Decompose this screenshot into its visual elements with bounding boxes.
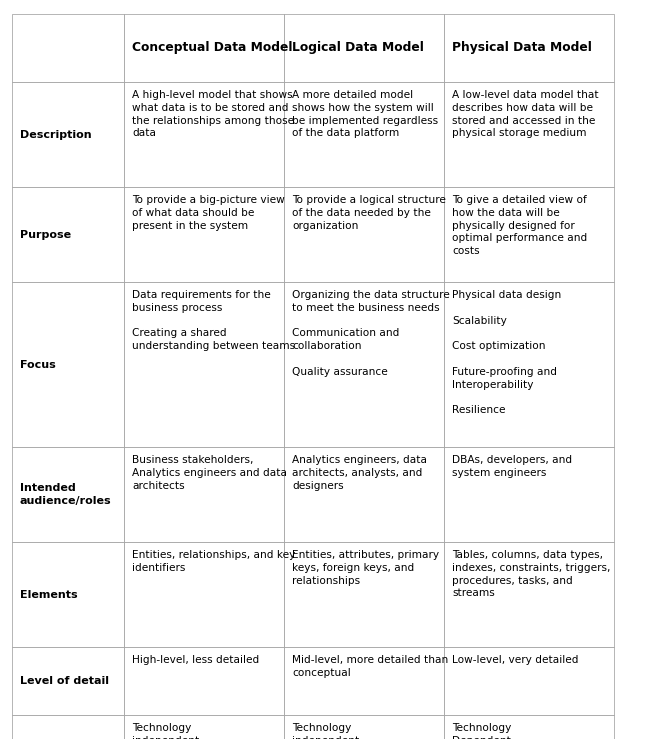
Bar	[124, 82, 284, 187]
Bar	[12, 282, 124, 447]
Text: Level of detail: Level of detail	[20, 676, 109, 686]
Text: Entities, attributes, primary
keys, foreign keys, and
relationships: Entities, attributes, primary keys, fore…	[292, 550, 439, 585]
Text: Mid-level, more detailed than
conceptual: Mid-level, more detailed than conceptual	[292, 655, 448, 678]
Bar	[12, 187, 124, 282]
Bar	[284, 715, 444, 739]
Text: Low-level, very detailed: Low-level, very detailed	[452, 655, 579, 665]
Bar	[124, 542, 284, 647]
Text: Technology
Dependent: Technology Dependent	[452, 723, 512, 739]
Text: Physical data design

Scalability

Cost optimization

Future-proofing and
Intero: Physical data design Scalability Cost op…	[452, 290, 561, 415]
Text: Data requirements for the
business process

Creating a shared
understanding betw: Data requirements for the business proce…	[132, 290, 295, 351]
Bar	[12, 447, 124, 542]
Text: To provide a logical structure
of the data needed by the
organization: To provide a logical structure of the da…	[292, 195, 446, 231]
Text: Description: Description	[20, 129, 92, 140]
Bar	[12, 715, 124, 739]
Bar	[124, 715, 284, 739]
Text: Entities, relationships, and key
identifiers: Entities, relationships, and key identif…	[132, 550, 295, 573]
Bar	[12, 542, 124, 647]
Text: Elements: Elements	[20, 590, 78, 599]
Bar	[444, 282, 614, 447]
Bar	[284, 447, 444, 542]
Bar	[444, 647, 614, 715]
Text: To provide a big-picture view
of what data should be
present in the system: To provide a big-picture view of what da…	[132, 195, 285, 231]
Bar	[284, 282, 444, 447]
Text: High-level, less detailed: High-level, less detailed	[132, 655, 259, 665]
Bar	[444, 187, 614, 282]
Text: DBAs, developers, and
system engineers: DBAs, developers, and system engineers	[452, 455, 572, 478]
Text: Focus: Focus	[20, 359, 56, 370]
Bar	[124, 14, 284, 82]
Bar	[284, 187, 444, 282]
Bar	[124, 187, 284, 282]
Bar	[284, 647, 444, 715]
Bar	[444, 542, 614, 647]
Text: A high-level model that shows
what data is to be stored and
the relationships am: A high-level model that shows what data …	[132, 90, 294, 138]
Bar	[12, 647, 124, 715]
Bar	[444, 447, 614, 542]
Text: Technology
independent: Technology independent	[132, 723, 199, 739]
Bar	[444, 14, 614, 82]
Bar	[444, 82, 614, 187]
Text: Business stakeholders,
Analytics engineers and data
architects: Business stakeholders, Analytics enginee…	[132, 455, 287, 491]
Text: Conceptual Data Model: Conceptual Data Model	[132, 41, 293, 55]
Text: Physical Data Model: Physical Data Model	[452, 41, 592, 55]
Text: To give a detailed view of
how the data will be
physically designed for
optimal : To give a detailed view of how the data …	[452, 195, 587, 256]
Text: Technology
independent: Technology independent	[292, 723, 359, 739]
Bar	[444, 715, 614, 739]
Text: Purpose: Purpose	[20, 230, 71, 239]
Bar	[284, 14, 444, 82]
Text: Organizing the data structure
to meet the business needs

Communication and
coll: Organizing the data structure to meet th…	[292, 290, 450, 377]
Bar	[12, 82, 124, 187]
Text: Analytics engineers, data
architects, analysts, and
designers: Analytics engineers, data architects, an…	[292, 455, 427, 491]
Bar	[12, 14, 124, 82]
Bar	[284, 82, 444, 187]
Text: Logical Data Model: Logical Data Model	[292, 41, 424, 55]
Text: A low-level data model that
describes how data will be
stored and accessed in th: A low-level data model that describes ho…	[452, 90, 599, 138]
Bar	[284, 542, 444, 647]
Bar	[124, 647, 284, 715]
Bar	[124, 447, 284, 542]
Text: Intended
audience/roles: Intended audience/roles	[20, 483, 112, 506]
Bar	[124, 282, 284, 447]
Text: A more detailed model
shows how the system will
be implemented regardless
of the: A more detailed model shows how the syst…	[292, 90, 438, 138]
Text: Tables, columns, data types,
indexes, constraints, triggers,
procedures, tasks, : Tables, columns, data types, indexes, co…	[452, 550, 610, 599]
